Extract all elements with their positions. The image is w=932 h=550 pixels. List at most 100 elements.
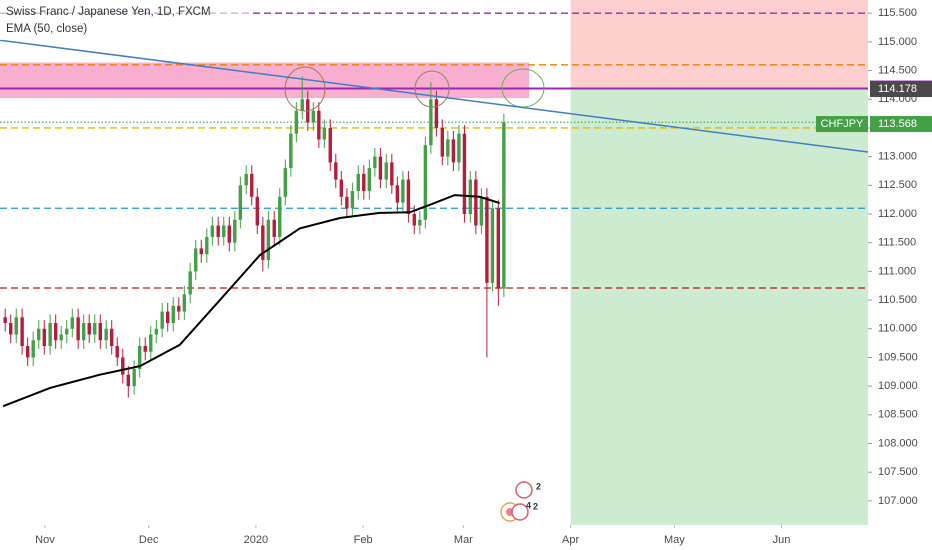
- profit-zone: [570, 88, 868, 526]
- candle-body: [378, 156, 383, 180]
- candle-body: [434, 99, 439, 128]
- resistance-zone: [0, 62, 530, 99]
- y-tick-label: 107.000: [878, 495, 918, 507]
- candle-body: [104, 328, 108, 341]
- y-tick-label: 115.000: [878, 36, 917, 48]
- candle-body: [266, 219, 271, 260]
- candle-body: [188, 271, 192, 295]
- candle-body: [339, 179, 344, 197]
- candle-body: [502, 122, 506, 289]
- candle-body: [59, 334, 63, 341]
- y-tick-label: 110.000: [878, 323, 917, 335]
- candle-body: [261, 225, 265, 260]
- event-icons: 2 4 2: [500, 481, 541, 522]
- x-tick-label: Jun: [773, 534, 791, 546]
- candle-body: [390, 162, 394, 186]
- candle-body: [65, 328, 69, 335]
- candle-body: [373, 156, 377, 169]
- y-tick-label: 111.500: [878, 237, 916, 249]
- candle-body: [278, 196, 282, 237]
- event-label: 4: [526, 500, 531, 510]
- candle-body: [283, 168, 287, 197]
- candle-body: [233, 219, 237, 243]
- chart-title: Swiss Franc / Japanese Yen, 1D, FXCM: [6, 6, 211, 18]
- candle-body: [194, 248, 198, 272]
- candle-body: [81, 323, 86, 341]
- candle-body: [149, 334, 153, 352]
- indicator-label: EMA (50, close): [6, 23, 87, 35]
- candle-body: [490, 208, 495, 283]
- candle-body: [126, 374, 130, 387]
- candle-body: [9, 323, 13, 335]
- candle-body: [14, 317, 18, 335]
- header-bg: [0, 0, 250, 40]
- x-tick-label: Mar: [454, 534, 473, 546]
- x-tick-label: Feb: [354, 534, 373, 546]
- candle-body: [31, 340, 35, 358]
- candle-body: [322, 127, 327, 140]
- candle-body: [345, 196, 349, 209]
- candle-body: [300, 99, 304, 111]
- candle-body: [109, 328, 114, 346]
- x-tick-label: 2020: [244, 534, 268, 546]
- candle-body: [406, 179, 411, 215]
- candle-body: [70, 317, 74, 329]
- candle-body: [429, 99, 433, 146]
- candle-body: [222, 225, 226, 237]
- candle-body: [294, 110, 299, 134]
- candle-body: [37, 328, 41, 341]
- y-tick-label: 107.500: [878, 466, 918, 478]
- candle-body: [182, 294, 187, 312]
- candle-body: [401, 179, 405, 203]
- candle-body: [412, 214, 416, 226]
- candle-body: [255, 196, 259, 226]
- candle-body: [87, 323, 91, 335]
- candle-body: [216, 225, 220, 237]
- candle-body: [238, 185, 243, 220]
- candle-body: [121, 357, 125, 375]
- candle-body: [418, 219, 422, 226]
- candle-body: [350, 191, 355, 209]
- candle-body: [250, 173, 254, 197]
- ema-line: [2, 194, 500, 408]
- trend-line: [0, 39, 869, 153]
- front-layer: [0, 39, 869, 408]
- highlight-circle: [284, 66, 326, 112]
- candle-body: [227, 225, 231, 243]
- candle-body: [356, 173, 360, 192]
- axes: 107.000 107.500 108.000 108.500 109.000 109.5…: [35, 7, 932, 546]
- x-tick-label: Apr: [562, 534, 579, 546]
- loss-zone: [570, 0, 868, 89]
- symbol-badge: CHFJPY: [821, 118, 864, 130]
- candle-body: [289, 133, 293, 169]
- candle-body: [423, 145, 428, 220]
- candle-body: [384, 162, 388, 180]
- y-tick-label: 108.000: [878, 437, 918, 449]
- candle-body: [244, 173, 248, 186]
- candle-body: [479, 196, 484, 226]
- candle-body: [199, 248, 203, 255]
- candle-body: [474, 179, 478, 226]
- y-tick-label: 109.000: [878, 380, 918, 392]
- candle-body: [334, 162, 338, 180]
- candle-body: [3, 317, 7, 324]
- candle-body: [451, 139, 456, 163]
- candle-body: [48, 323, 52, 346]
- candle-body: [115, 345, 119, 358]
- candle-body: [25, 345, 30, 358]
- candle-body: [171, 305, 175, 324]
- candle-body: [160, 311, 164, 329]
- x-tick-label: May: [664, 534, 685, 546]
- y-tick-label: 114.500: [878, 64, 917, 76]
- candle-body: [440, 127, 444, 157]
- y-tick-label: 112.000: [878, 208, 917, 220]
- x-axis-bg: [0, 525, 932, 550]
- candle-body: [177, 305, 181, 312]
- candle-body: [42, 328, 46, 346]
- candle-body: [20, 317, 24, 346]
- candle-body: [205, 236, 209, 255]
- y-tick-label: 113.000: [878, 151, 917, 163]
- x-tick-label: Nov: [35, 534, 55, 546]
- event-label: 2: [533, 501, 538, 511]
- candle-body: [138, 345, 142, 369]
